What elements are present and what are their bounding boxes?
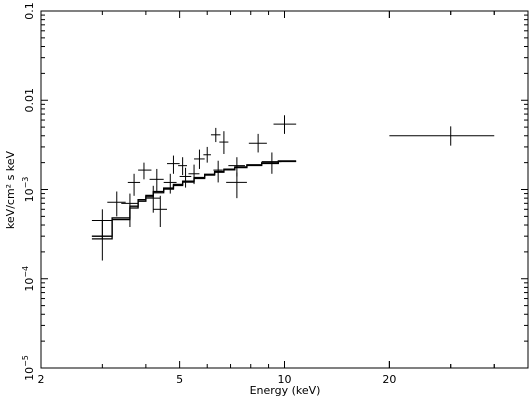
data-point [138, 162, 152, 180]
data-point [127, 173, 141, 196]
x-tick-label: 2 [38, 373, 45, 386]
data-point [179, 167, 192, 188]
data-point [188, 164, 200, 185]
x-tick-label: 10 [278, 373, 292, 386]
y-tick-label: 10−3 [21, 177, 36, 203]
data-point [153, 195, 168, 228]
y-tick-label-base: 10 [23, 278, 36, 292]
y-tick-label-exponent: −5 [21, 355, 30, 367]
data-point [248, 133, 267, 153]
x-axis-label: Energy (keV) [250, 384, 321, 397]
data-point [121, 193, 139, 228]
data-point [145, 185, 161, 213]
data-point [149, 168, 164, 192]
y-axis-label: keV/cm² s keV [4, 150, 17, 229]
y-tick-label: 0.1 [23, 2, 36, 20]
data-point [167, 155, 180, 174]
y-tick-label-base: 0.1 [23, 2, 36, 20]
model-step-line [91, 160, 297, 237]
x-tick-label: 20 [382, 373, 396, 386]
model-step-lines [91, 160, 297, 240]
y-tick-label-exponent: −3 [21, 177, 30, 189]
x-axis-ticks: 2 5 10 20 [38, 11, 529, 386]
data-point [273, 115, 297, 134]
data-point [226, 172, 247, 199]
y-tick-label-base: 0.01 [23, 88, 36, 113]
data-point [219, 131, 229, 154]
y-tick-label: 10−5 [21, 355, 36, 381]
y-tick-label: 10−4 [21, 266, 36, 292]
data-point [194, 149, 205, 169]
data-point [178, 157, 188, 176]
data-point [261, 152, 282, 174]
x-tick-label: 5 [176, 373, 183, 386]
plot-frame [40, 10, 529, 369]
y-tick-label-base: 10 [23, 367, 36, 381]
data-point [163, 173, 177, 194]
y-tick-label-base: 10 [23, 188, 36, 202]
data-point [107, 191, 126, 217]
y-tick-label-exponent: −4 [21, 266, 30, 278]
data-point [389, 126, 495, 146]
data-point [213, 160, 223, 183]
data-points [91, 115, 495, 261]
data-point [203, 146, 211, 163]
data-point [91, 220, 113, 261]
y-tick-label: 0.01 [23, 88, 36, 113]
data-point [210, 127, 221, 143]
